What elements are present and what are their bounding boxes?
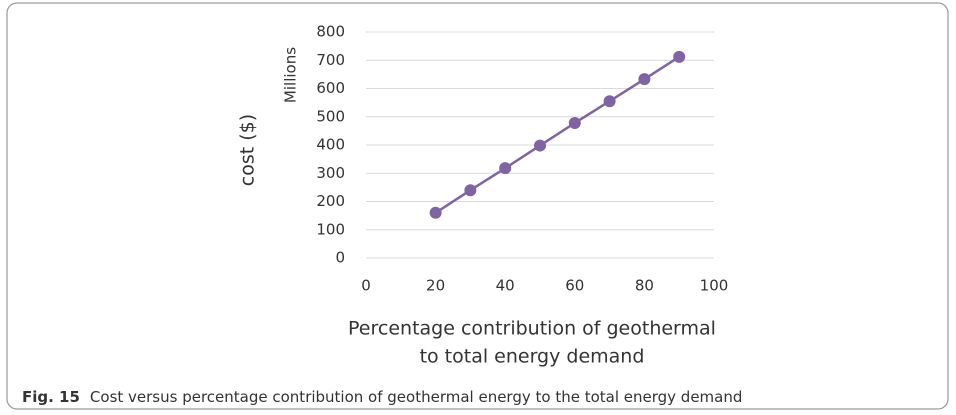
- y-tick-label: 100: [316, 220, 345, 238]
- x-axis-label: to total energy demand: [420, 346, 645, 368]
- x-tick-label: 20: [426, 277, 445, 295]
- figure-frame: [6, 2, 949, 410]
- caption: Fig. 15 Cost versus percentage contributi…: [22, 388, 742, 406]
- x-tick-label: 0: [361, 277, 371, 295]
- x-tick-label: 40: [496, 277, 515, 295]
- x-tick-label: 100: [700, 277, 729, 295]
- caption-label: Fig. 15: [22, 388, 80, 406]
- y-tick-label: 0: [335, 249, 345, 267]
- y-tick-label: 600: [316, 79, 345, 97]
- y-axis-unit: Millions: [282, 47, 300, 103]
- data-point: [603, 95, 616, 108]
- data-point: [568, 116, 581, 129]
- y-tick-label: 400: [316, 136, 345, 154]
- x-tick-label: 80: [635, 277, 654, 295]
- data-point: [464, 184, 477, 197]
- x-tick-label: 60: [565, 277, 584, 295]
- data-line: [434, 55, 680, 214]
- data-point: [673, 50, 686, 63]
- y-tick-label: 500: [316, 107, 345, 125]
- y-tick-label: 200: [316, 192, 345, 210]
- y-axis-label: cost ($): [237, 114, 259, 186]
- y-tick-label: 300: [316, 164, 345, 182]
- caption-text: Cost versus percentage contribution of g…: [90, 388, 742, 406]
- data-point: [499, 162, 512, 175]
- data-point: [534, 139, 546, 152]
- data-point: [638, 73, 651, 86]
- y-tick-label: 800: [316, 23, 345, 41]
- x-axis-label: Percentage contribution of geothermal: [348, 318, 716, 340]
- data-point: [429, 206, 442, 219]
- y-tick-label: 700: [316, 51, 345, 69]
